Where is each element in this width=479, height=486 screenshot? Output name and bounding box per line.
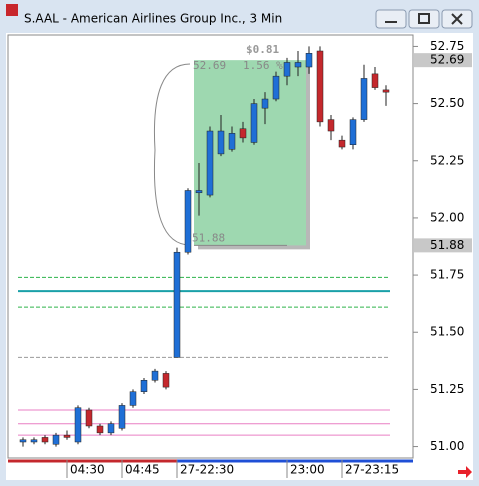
candle-body (30, 439, 38, 443)
minimize-button[interactable] (375, 9, 407, 29)
candle-body (305, 53, 313, 68)
candle-body (327, 119, 335, 132)
measure-change: $0.81 (246, 43, 279, 56)
measure-low: 51.88 (192, 231, 225, 244)
candle-body (52, 434, 60, 445)
x-tick-label: 27-23:15 (345, 463, 399, 477)
candle-body (217, 130, 225, 155)
candle-body (195, 190, 203, 194)
candle-body (118, 405, 126, 429)
price-marker-label: 52.69 (430, 53, 464, 67)
candle-body (184, 190, 192, 253)
measure-bracket (153, 63, 191, 246)
y-tick-label: 52.75 (430, 39, 464, 53)
candle-body (140, 380, 148, 392)
price-marker (414, 53, 472, 68)
y-tick-label: 51.50 (430, 325, 464, 339)
candle-body (19, 439, 27, 443)
candle-body (173, 251, 181, 358)
y-tick-label: 52.25 (430, 153, 464, 167)
candle-body (85, 409, 93, 427)
candle-body (316, 50, 324, 123)
candle-body (239, 128, 247, 139)
candle-body (228, 133, 236, 150)
candle-body (63, 434, 71, 438)
candle-body (338, 139, 346, 148)
candle-body (360, 78, 368, 120)
y-tick-label: 51.75 (430, 268, 464, 282)
candle-body (250, 103, 258, 143)
candle-body (283, 62, 291, 77)
candle-body (96, 425, 104, 434)
app-icon (6, 4, 18, 16)
price-marker (414, 238, 472, 253)
x-tick-label: 27-22:30 (180, 463, 234, 477)
x-tick-label: 23:00 (290, 463, 325, 477)
measure-high: 52.69 (193, 59, 226, 72)
x-tick-label: 04:30 (70, 463, 105, 477)
candle-body (272, 75, 280, 100)
scroll-arrow[interactable] (458, 466, 472, 478)
candle-body (151, 370, 159, 381)
candle-body (162, 373, 170, 388)
y-tick-label: 52.00 (430, 210, 464, 224)
y-tick-label: 52.50 (430, 96, 464, 110)
price-marker-label: 51.88 (430, 238, 464, 252)
measure-percent: 1.56 % (243, 59, 283, 72)
window-title: S.AAL - American Airlines Group Inc., 3 … (24, 12, 282, 26)
candle-body (382, 89, 390, 93)
candle-body (41, 437, 49, 443)
candle-body (261, 98, 269, 109)
maximize-button[interactable] (408, 9, 440, 29)
candle-body (129, 391, 137, 406)
candle-body (206, 130, 214, 196)
candle-body (107, 423, 115, 434)
y-tick-label: 51.00 (430, 439, 464, 453)
candle-body (349, 119, 357, 146)
candle-body (371, 73, 379, 88)
x-tick-label: 04:45 (125, 463, 160, 477)
candle-body (294, 62, 302, 68)
y-tick-label: 51.25 (430, 382, 464, 396)
candle-body (74, 407, 82, 443)
